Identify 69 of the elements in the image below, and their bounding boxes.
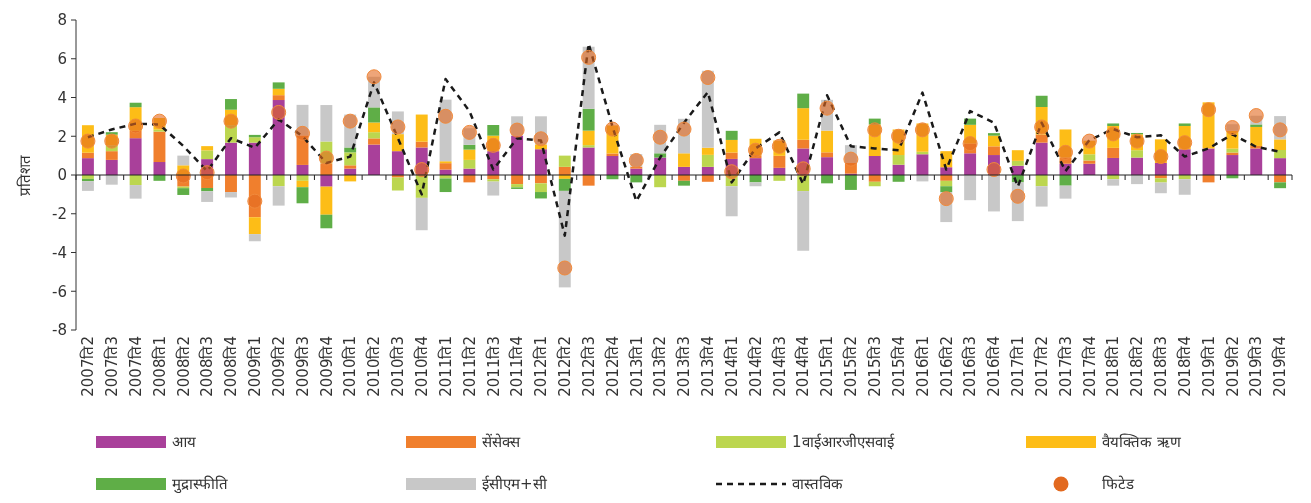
legend-label: आय: [172, 433, 196, 452]
x-tick-label: 2015ति1: [818, 336, 837, 397]
x-tick-label: 2014ति3: [770, 336, 789, 397]
x-tick-label: 2014ति1: [722, 336, 741, 397]
x-tick-label: 2011ति2: [460, 336, 479, 397]
x-tick-label: 2013ति3: [675, 336, 694, 397]
x-tick-label: 2008ति4: [222, 336, 241, 397]
x-tick-label: 2008ति1: [150, 336, 169, 397]
x-tick-label: 2009ति1: [246, 336, 265, 397]
legend-label: फिटेड: [1102, 475, 1135, 494]
x-tick-label: 2019ति1: [1199, 336, 1218, 397]
y-tick-label: 2: [57, 127, 67, 146]
x-tick-label: 2016ति2: [937, 336, 956, 397]
x-tick-label: 2014ति4: [794, 336, 813, 397]
legend-label: वैयक्तिक ऋण: [1102, 433, 1182, 452]
x-tick-label: 2010ति1: [341, 336, 360, 397]
legend-label: 1वाईआरजीएसवाई: [792, 433, 895, 452]
x-tick-label: 2011ति3: [484, 336, 503, 397]
x-tick-label: 2017ति1: [1009, 336, 1028, 397]
x-tick-label: 2018ति1: [1104, 336, 1123, 397]
x-tick-label: 2019ति2: [1223, 336, 1242, 397]
x-tick-label: 2017ति2: [1032, 336, 1051, 397]
legend-label: वास्तविक: [792, 475, 843, 494]
x-tick-label: 2012ति3: [579, 336, 598, 397]
x-tick-label: 2012ति1: [532, 336, 551, 397]
x-tick-label: 2010ति2: [365, 336, 384, 397]
x-tick-label: 2019ति3: [1247, 336, 1266, 397]
x-tick-label: 2018ति3: [1152, 336, 1171, 397]
x-tick-label: 2016ति3: [961, 336, 980, 397]
x-tick-label: 2009ति3: [293, 336, 312, 397]
y-tick-label: -2: [52, 205, 67, 223]
x-tick-label: 2017ति4: [1080, 336, 1099, 397]
y-axis-title: प्रतिशत: [16, 154, 34, 196]
x-tick-label: 2010ति4: [412, 336, 431, 397]
x-tick-label: 2013ति1: [627, 336, 646, 397]
x-tick-label: 2017ति3: [1056, 336, 1075, 397]
x-tick-label: 2007ति3: [103, 336, 122, 397]
y-tick-label: 4: [57, 88, 67, 107]
y-tick-label: -8: [52, 321, 67, 340]
x-tick-label: 2012ति2: [556, 336, 575, 397]
x-tick-label: 2016ति1: [913, 336, 932, 397]
legend-label: मुद्रास्फीति: [172, 475, 228, 495]
legend-label: सेंसेक्स: [482, 433, 521, 452]
x-tick-label: 2019ति4: [1271, 336, 1290, 397]
x-tick-label: 2015ति4: [889, 336, 908, 397]
x-tick-label: 2011ति1: [436, 336, 455, 397]
x-tick-label: 2007ति2: [79, 336, 98, 397]
legend-label: ईसीएम+सी: [482, 475, 548, 494]
x-tick-label: 2011ति4: [508, 336, 527, 397]
x-tick-label: 2018ति4: [1175, 336, 1194, 397]
x-tick-label: 2009ति4: [317, 336, 336, 397]
x-tick-label: 2010ति3: [389, 336, 408, 397]
x-tick-label: 2018ति2: [1128, 336, 1147, 397]
y-tick-label: 6: [57, 50, 67, 68]
y-tick-label: 8: [57, 11, 67, 30]
x-tick-label: 2013ति2: [651, 336, 670, 397]
x-tick-label: 2015ति3: [866, 336, 884, 397]
x-tick-label: 2007ति4: [126, 336, 145, 397]
x-tick-label: 2012ति4: [603, 336, 622, 397]
x-tick-label: 2008ति2: [174, 336, 193, 397]
x-tick-label: 2009ति2: [269, 336, 288, 397]
y-tick-label: 0: [57, 166, 67, 185]
x-tick-label: 2016ति4: [985, 336, 1004, 397]
x-tick-label: 2013ति4: [699, 336, 718, 397]
x-tick-label: 2008ति3: [198, 336, 217, 397]
y-tick-label: -6: [52, 282, 67, 301]
y-tick-label: -4: [52, 243, 67, 262]
x-tick-label: 2014ति2: [746, 336, 765, 397]
x-tick-label: 2015ति2: [842, 336, 861, 397]
